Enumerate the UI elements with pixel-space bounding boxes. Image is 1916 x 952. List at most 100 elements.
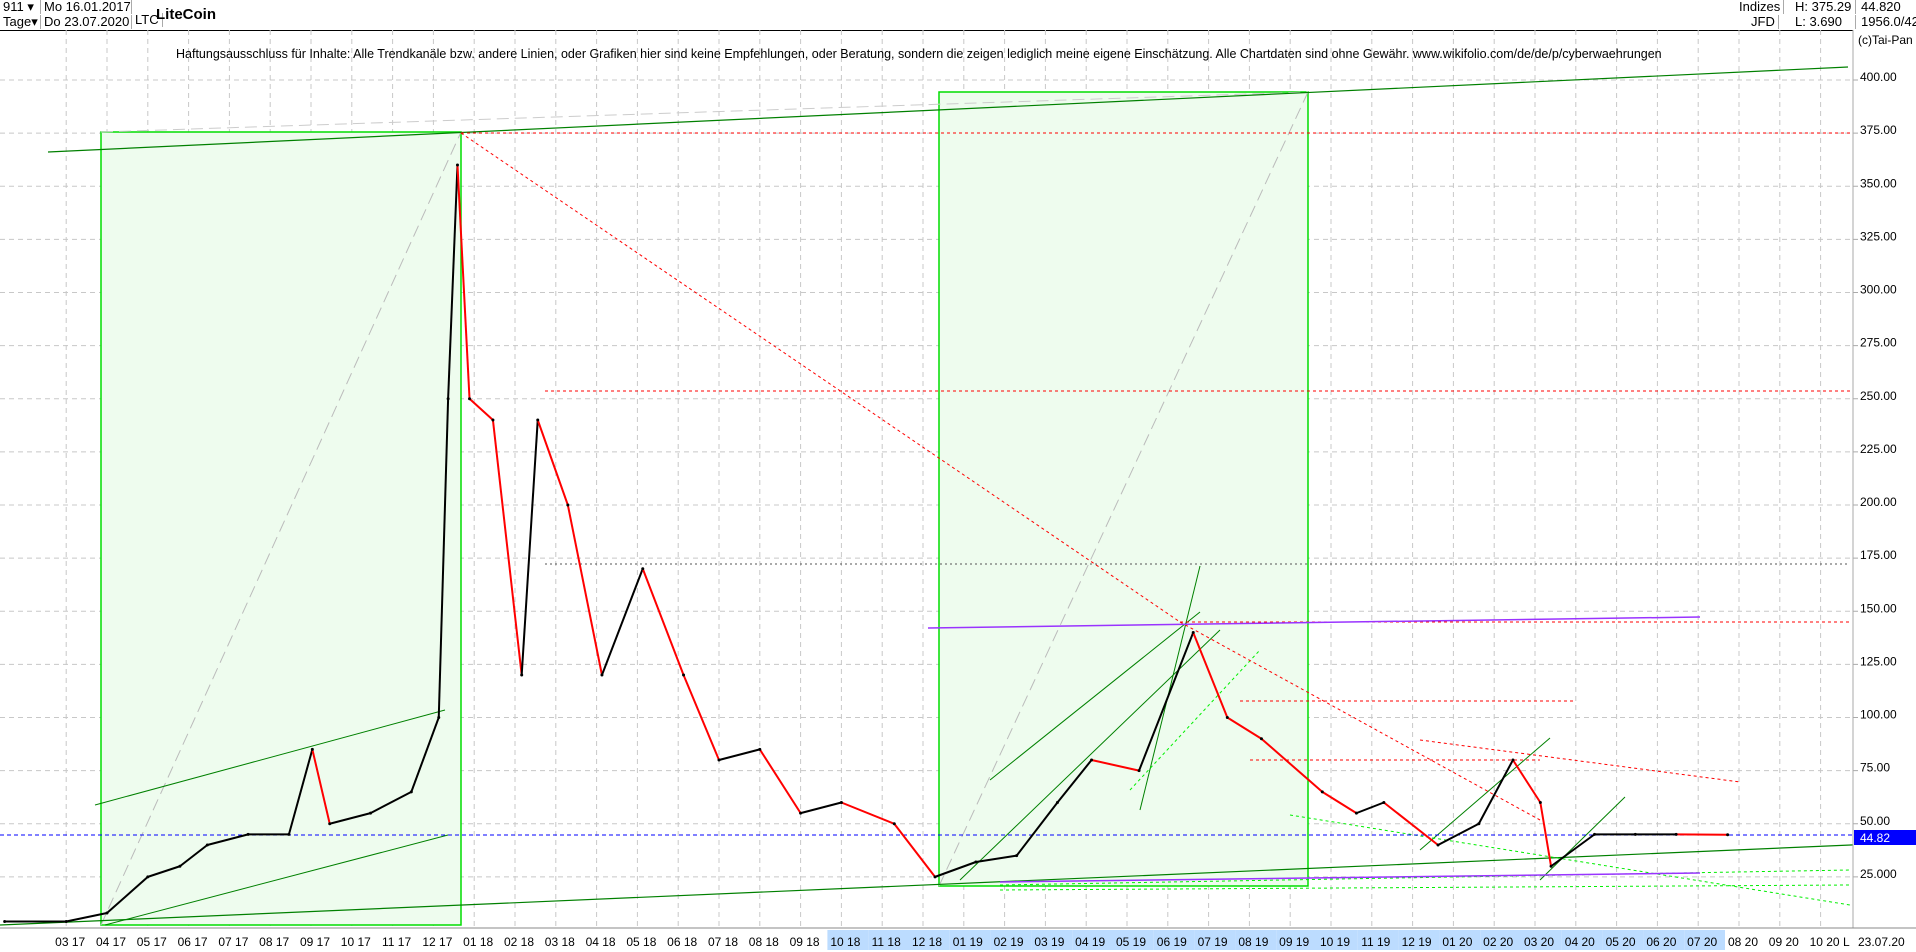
price-point [328, 822, 332, 826]
price-point [1090, 758, 1094, 762]
price-point [933, 875, 937, 879]
x-tick-label: 04 17 [96, 935, 126, 949]
price-segment [1192, 632, 1229, 718]
price-point [641, 567, 645, 571]
x-tick-label: 12 18 [912, 935, 942, 949]
price-point [105, 911, 109, 915]
period-select[interactable]: Tage▾ [0, 15, 41, 29]
y-tick-label: 200.00 [1860, 495, 1897, 509]
high-value: H: 375.29 [1792, 0, 1856, 14]
price-segment [311, 749, 331, 824]
price-series [3, 163, 1730, 923]
y-tick-label: 250.00 [1860, 389, 1897, 403]
price-segment [147, 865, 181, 878]
x-tick-label: 01 18 [463, 935, 493, 949]
y-tick-label: 400.00 [1860, 70, 1897, 84]
price-segment [641, 568, 685, 676]
price-segment [491, 419, 523, 676]
start-date[interactable]: Mo 16.01.2017 [41, 0, 132, 14]
y-tick-label: 75.00 [1860, 761, 1890, 775]
x-range-highlight [1480, 930, 1521, 950]
symbol: LTC [132, 13, 163, 27]
last-value: 44.820 [1861, 0, 1901, 14]
price-segment [1091, 759, 1140, 772]
price-point [1477, 822, 1481, 826]
price-point [310, 747, 314, 751]
current-price-label: 44.82 [1860, 831, 1890, 845]
price-point [536, 418, 540, 422]
current-price-badge [1854, 830, 1916, 845]
x-range-highlight [1031, 930, 1073, 950]
price-point [892, 822, 896, 826]
x-range-highlight [1561, 930, 1603, 950]
resistance-2020 [1419, 739, 1741, 783]
price-segment [1356, 801, 1385, 815]
x-tick-label: 05 18 [626, 935, 656, 949]
x-tick-label: 07 18 [708, 935, 738, 949]
chart-title: LiteCoin [156, 6, 216, 23]
x-tick-label: 03 20 [1524, 935, 1554, 949]
price-point [717, 758, 721, 762]
x-range-highlight [827, 930, 869, 950]
support-dotted [1289, 814, 1851, 906]
price-point [1549, 864, 1553, 868]
price-segment [370, 790, 412, 815]
price-point [409, 790, 413, 794]
price-point [1593, 832, 1597, 836]
y-tick-label: 375.00 [1860, 123, 1897, 137]
x-end-marker: L [1843, 935, 1850, 949]
price-point [799, 811, 803, 815]
support-dotted [1129, 649, 1261, 791]
price-segment [1056, 759, 1093, 804]
x-tick-label: 07 19 [1198, 935, 1228, 949]
x-tick-label: 12 19 [1402, 935, 1432, 949]
x-tick-label: 11 18 [872, 935, 901, 949]
price-point [205, 843, 209, 847]
price-point [520, 673, 524, 677]
x-range-highlight [868, 930, 909, 950]
y-tick-label: 25.000 [1860, 867, 1897, 881]
price-segment [1512, 759, 1542, 804]
x-range-highlight [1521, 930, 1562, 950]
price-segment [287, 749, 314, 835]
price-point [3, 920, 7, 923]
price-point [178, 864, 182, 868]
x-tick-label: 07 17 [218, 935, 248, 949]
price-point [287, 832, 291, 836]
channel-2019-top [989, 611, 1201, 781]
price-segment [520, 419, 539, 676]
price-segment [601, 568, 644, 676]
x-tick-label: 06 19 [1157, 935, 1187, 949]
price-segment [447, 164, 459, 399]
y-tick-label: 325.00 [1860, 229, 1897, 243]
price-point [1320, 790, 1324, 794]
price-segment [410, 717, 440, 793]
price-segment [800, 801, 842, 815]
x-range-highlight [1643, 930, 1685, 950]
x-axis[interactable]: 03 17 04 17 05 17 06 17 07 17 08 17 09 17 10 17… [55, 930, 1840, 950]
channel-2017-top [94, 709, 446, 806]
price-segment [1539, 802, 1553, 867]
price-segment [179, 844, 208, 868]
y-tick-label: 50.00 [1860, 814, 1890, 828]
x-tick-label: 10 18 [830, 935, 860, 949]
x-tick-label: 01 19 [953, 935, 983, 949]
price-segment [1383, 801, 1439, 846]
price-segment [1321, 791, 1357, 814]
count-select[interactable]: 911 ▾ [0, 0, 41, 14]
price-segment [566, 504, 603, 676]
x-range-highlight [1317, 930, 1358, 950]
x-tick-label: 02 19 [994, 935, 1024, 949]
x-tick-label: 08 18 [749, 935, 779, 949]
x-tick-label: 06 20 [1646, 935, 1676, 949]
price-point [1225, 716, 1229, 719]
channel-2020-top [1419, 737, 1551, 851]
price-segment [975, 854, 1017, 863]
x-tick-label: 06 17 [178, 935, 208, 949]
x-range-highlight [949, 930, 991, 950]
end-date[interactable]: Do 23.07.2020 [41, 15, 132, 29]
price-point [682, 673, 686, 677]
x-tick-label: 11 19 [1361, 935, 1390, 949]
grey-trendline [100, 91, 1309, 133]
